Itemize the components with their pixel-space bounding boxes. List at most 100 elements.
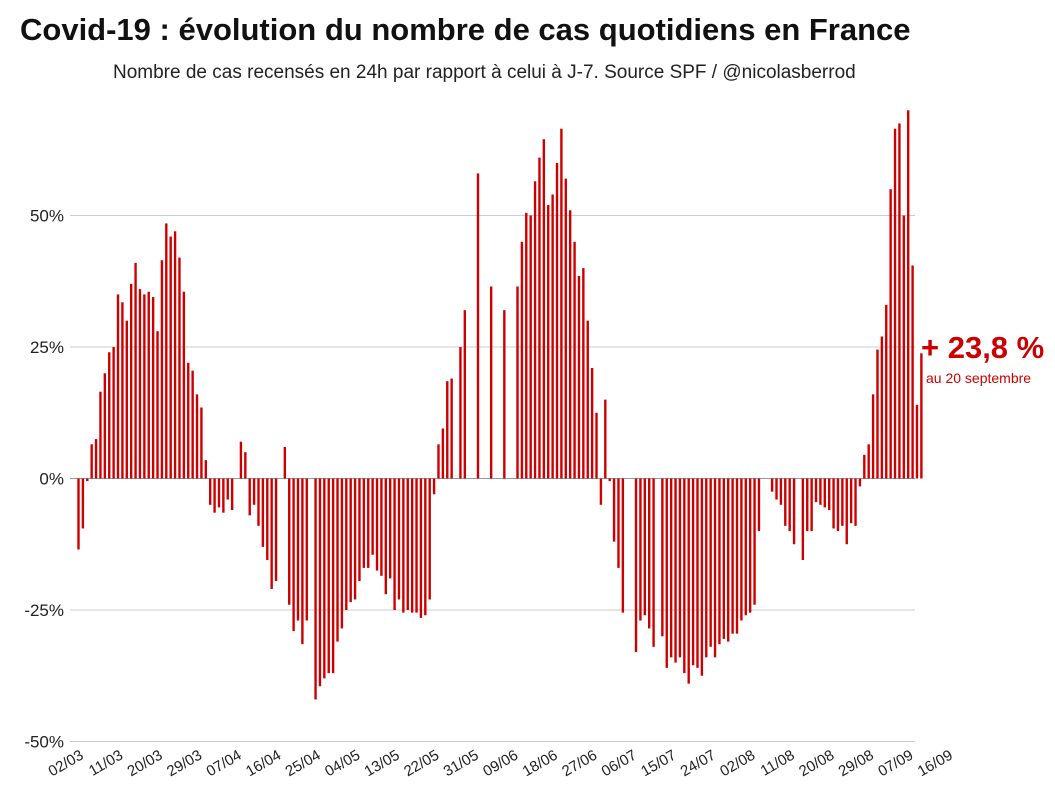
bar bbox=[854, 478, 857, 526]
bar bbox=[705, 478, 708, 658]
bar bbox=[779, 478, 783, 505]
bar bbox=[340, 478, 344, 629]
chart-subtitle: Nombre de cas recensés en 24h par rappor… bbox=[113, 62, 856, 83]
bar bbox=[810, 478, 813, 532]
bar bbox=[634, 478, 638, 653]
bar bbox=[595, 412, 598, 479]
bar bbox=[410, 478, 414, 613]
bar bbox=[744, 478, 747, 616]
bar bbox=[195, 394, 199, 479]
bar bbox=[99, 391, 102, 479]
bar bbox=[397, 478, 401, 600]
bar bbox=[639, 478, 642, 621]
bar bbox=[612, 478, 616, 542]
bar bbox=[674, 478, 677, 663]
x-tick-label: 29/03 bbox=[164, 747, 205, 780]
bar bbox=[836, 478, 840, 532]
bar bbox=[784, 478, 787, 526]
bar bbox=[700, 478, 704, 676]
bar bbox=[731, 478, 734, 634]
bar bbox=[222, 478, 225, 513]
x-tick-label: 07/04 bbox=[204, 747, 245, 780]
bar bbox=[367, 478, 370, 568]
bar bbox=[305, 478, 308, 621]
bar bbox=[683, 478, 686, 674]
bar bbox=[86, 478, 89, 482]
bar bbox=[217, 478, 221, 508]
bar bbox=[274, 478, 278, 582]
bar bbox=[696, 478, 699, 668]
bar bbox=[911, 265, 914, 479]
bar bbox=[845, 478, 848, 545]
bar bbox=[604, 399, 607, 479]
bar bbox=[121, 302, 124, 479]
bar bbox=[415, 478, 418, 613]
bar bbox=[691, 478, 695, 666]
bar bbox=[525, 212, 528, 479]
x-tick-label: 20/08 bbox=[796, 747, 837, 780]
bar bbox=[331, 478, 335, 674]
bar bbox=[125, 320, 128, 479]
bar bbox=[108, 352, 111, 479]
bar bbox=[806, 478, 809, 532]
x-tick-label: 24/07 bbox=[678, 747, 719, 780]
bar bbox=[239, 441, 243, 479]
bar bbox=[323, 478, 326, 679]
x-tick-label: 07/09 bbox=[875, 747, 916, 780]
bar bbox=[489, 286, 493, 479]
bar bbox=[748, 478, 752, 613]
bar bbox=[301, 478, 304, 645]
x-tick-label: 11/03 bbox=[86, 747, 126, 780]
bar bbox=[849, 478, 853, 524]
bar bbox=[336, 478, 339, 642]
y-tick-label: -25% bbox=[24, 601, 64, 620]
bar bbox=[590, 368, 594, 479]
bar bbox=[740, 478, 743, 621]
bar bbox=[757, 478, 761, 532]
bar bbox=[542, 139, 546, 479]
bar bbox=[200, 407, 203, 479]
bar bbox=[160, 260, 164, 479]
bar bbox=[661, 478, 664, 637]
bar bbox=[432, 478, 436, 495]
bar bbox=[459, 347, 462, 479]
bar bbox=[450, 378, 453, 479]
bar bbox=[608, 478, 611, 482]
bar bbox=[551, 194, 554, 479]
bar bbox=[678, 478, 682, 658]
bar bbox=[617, 478, 620, 568]
bar bbox=[112, 347, 115, 479]
bar bbox=[827, 478, 831, 511]
bar bbox=[801, 478, 805, 561]
x-axis-ticks: 02/03 11/0320/0329/0307/0416/0425/0404/05… bbox=[45, 747, 955, 780]
y-tick-label: -50% bbox=[24, 733, 64, 752]
bar bbox=[753, 478, 756, 605]
bar bbox=[138, 289, 142, 479]
bar bbox=[165, 223, 168, 479]
bar bbox=[915, 404, 919, 479]
bar bbox=[788, 478, 791, 532]
bar bbox=[665, 478, 668, 668]
x-tick-label: 13/05 bbox=[362, 747, 403, 780]
x-tick-label: 15/07 bbox=[638, 747, 679, 780]
y-tick-label: 25% bbox=[30, 338, 64, 357]
x-tick-label: 11/08 bbox=[758, 747, 798, 780]
bar bbox=[819, 478, 822, 505]
bar bbox=[261, 478, 265, 547]
x-tick-label: 02/08 bbox=[717, 747, 758, 780]
bar bbox=[770, 478, 774, 492]
latest-value-callout: + 23,8 % bbox=[921, 330, 1045, 365]
bar bbox=[424, 478, 427, 616]
bar bbox=[814, 478, 818, 503]
bar bbox=[529, 215, 532, 479]
bar bbox=[823, 478, 826, 508]
bar bbox=[147, 291, 150, 479]
x-tick-label: 27/06 bbox=[559, 747, 600, 780]
bar bbox=[858, 478, 862, 487]
bar bbox=[244, 452, 247, 479]
bar bbox=[318, 478, 322, 687]
bar bbox=[230, 478, 234, 511]
bar bbox=[722, 478, 726, 639]
bar bbox=[257, 478, 260, 526]
bar bbox=[898, 123, 901, 479]
